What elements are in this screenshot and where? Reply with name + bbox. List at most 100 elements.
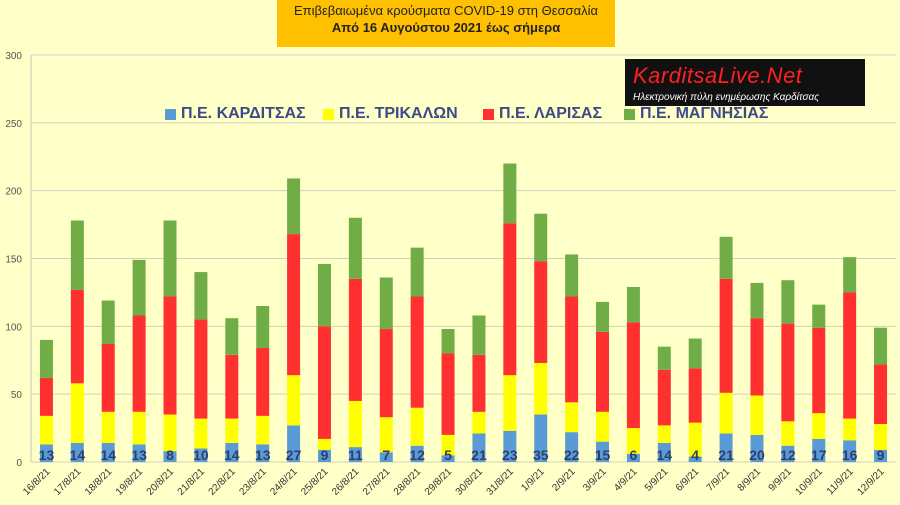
bar-segment-3-2 [101, 300, 115, 344]
bar-segment-3-9 [317, 263, 331, 327]
x-tick-label: 5/9/21 [643, 466, 671, 494]
bar-segment-0-19 [626, 453, 640, 462]
bar-segment-2-6 [225, 354, 239, 419]
bar-segment-1-11 [379, 417, 393, 453]
x-tick-label: 8/9/21 [736, 466, 764, 494]
legend-swatch-karditsa [165, 109, 176, 120]
bar-segment-0-27 [874, 449, 888, 462]
data-label-karditsa: 9 [321, 447, 329, 463]
y-tick-label: 100 [5, 322, 22, 333]
bar-segment-2-25 [812, 327, 826, 414]
bar-segment-0-8 [287, 425, 301, 462]
bar-segment-3-25 [812, 304, 826, 328]
bar-segment-0-9 [317, 449, 331, 462]
bar-segment-2-16 [534, 261, 548, 363]
bar-segment-0-13 [441, 455, 455, 462]
data-label-karditsa: 17 [811, 447, 827, 463]
data-label-karditsa: 4 [691, 447, 699, 463]
y-axis-ticks: 0 50 100 150 200 250 300 [5, 51, 22, 469]
bar-segment-1-3 [132, 411, 146, 445]
y-tick-label: 50 [11, 390, 23, 401]
bar-segment-0-0 [39, 444, 53, 462]
bar-segment-1-4 [163, 414, 177, 452]
bar-segment-0-6 [225, 443, 239, 462]
bar-segment-1-7 [256, 415, 270, 445]
bar-segment-3-15 [503, 163, 517, 224]
bar-segment-3-23 [750, 282, 764, 319]
legend-label-trikala: Π.Ε. ΤΡΙΚΑΛΩΝ [339, 105, 458, 122]
bar-segment-3-27 [874, 327, 888, 365]
bar-segment-1-20 [657, 425, 671, 444]
x-tick-label: 28/8/21 [392, 466, 424, 498]
x-tick-label: 23/8/21 [237, 466, 269, 498]
bar-segment-2-10 [348, 278, 362, 401]
bar-segment-1-1 [70, 383, 84, 444]
data-label-karditsa: 10 [193, 447, 209, 463]
bar-segment-1-21 [688, 422, 702, 457]
x-tick-label: 29/8/21 [423, 466, 455, 498]
x-tick-label: 30/8/21 [454, 466, 486, 498]
x-tick-label: 18/8/21 [83, 466, 115, 498]
bar-segment-2-8 [287, 234, 301, 376]
bar-segment-2-2 [101, 343, 115, 412]
x-tick-label: 6/9/21 [674, 466, 702, 494]
bar-segment-0-18 [596, 441, 610, 462]
data-label-karditsa: 15 [595, 447, 611, 463]
bar-segment-1-12 [410, 407, 424, 446]
bar-segment-3-26 [843, 257, 857, 293]
bar-segment-1-14 [472, 411, 486, 434]
bar-segment-1-2 [101, 411, 115, 444]
bar-segment-2-1 [70, 289, 84, 384]
data-label-karditsa: 12 [780, 447, 796, 463]
bar-segment-0-12 [410, 445, 424, 462]
data-label-karditsa: 20 [749, 447, 765, 463]
bar-segment-1-13 [441, 434, 455, 456]
bar-segment-2-7 [256, 348, 270, 416]
y-tick-label: 0 [16, 458, 22, 469]
bar-segment-3-12 [410, 247, 424, 297]
bar-segment-0-15 [503, 430, 517, 462]
legend-swatch-trikala [323, 109, 334, 120]
bar-segment-0-21 [688, 456, 702, 462]
bar-segment-1-18 [596, 411, 610, 442]
bar-segment-0-22 [719, 433, 733, 462]
x-tick-label: 2/9/21 [550, 466, 578, 494]
bar-segment-3-3 [132, 259, 146, 316]
bar-segment-0-20 [657, 443, 671, 462]
bar-segment-0-14 [472, 433, 486, 462]
bar-segment-1-10 [348, 400, 362, 448]
bar-segment-2-15 [503, 223, 517, 376]
bar-segment-0-3 [132, 444, 146, 462]
x-tick-label: 16/8/21 [21, 466, 53, 498]
bar-segment-2-24 [781, 323, 795, 422]
bar-segment-3-4 [163, 220, 177, 297]
bar-segment-3-24 [781, 280, 795, 324]
bar-segment-2-19 [626, 322, 640, 429]
data-label-karditsa: 13 [39, 447, 55, 463]
bar-segment-1-27 [874, 424, 888, 450]
data-label-karditsa: 14 [70, 447, 86, 463]
bar-segment-3-8 [287, 178, 301, 235]
data-label-karditsa: 14 [100, 447, 116, 463]
x-tick-label: 1/9/21 [519, 466, 547, 494]
bar-segment-2-9 [317, 326, 331, 439]
data-label-karditsa: 12 [409, 447, 425, 463]
data-label-karditsa: 6 [630, 447, 638, 463]
y-tick-label: 150 [5, 255, 22, 266]
bar-segment-2-20 [657, 369, 671, 426]
data-label-karditsa: 7 [382, 447, 390, 463]
x-tick-label: 25/8/21 [299, 466, 331, 498]
bar-segment-3-14 [472, 315, 486, 355]
bar-segment-0-16 [534, 414, 548, 462]
bar-segment-1-25 [812, 413, 826, 439]
bar-segment-3-21 [688, 338, 702, 369]
legend-swatch-larisa [483, 109, 494, 120]
data-label-karditsa: 9 [877, 447, 885, 463]
bar-segment-1-0 [39, 415, 53, 445]
x-tick-label: 27/8/21 [361, 466, 393, 498]
bar-segment-0-17 [565, 432, 579, 462]
bar-segment-3-1 [70, 220, 84, 290]
legend-label-karditsa: Π.Ε. ΚΑΡΔΙΤΣΑΣ [181, 105, 306, 122]
bar-segment-0-24 [781, 445, 795, 462]
